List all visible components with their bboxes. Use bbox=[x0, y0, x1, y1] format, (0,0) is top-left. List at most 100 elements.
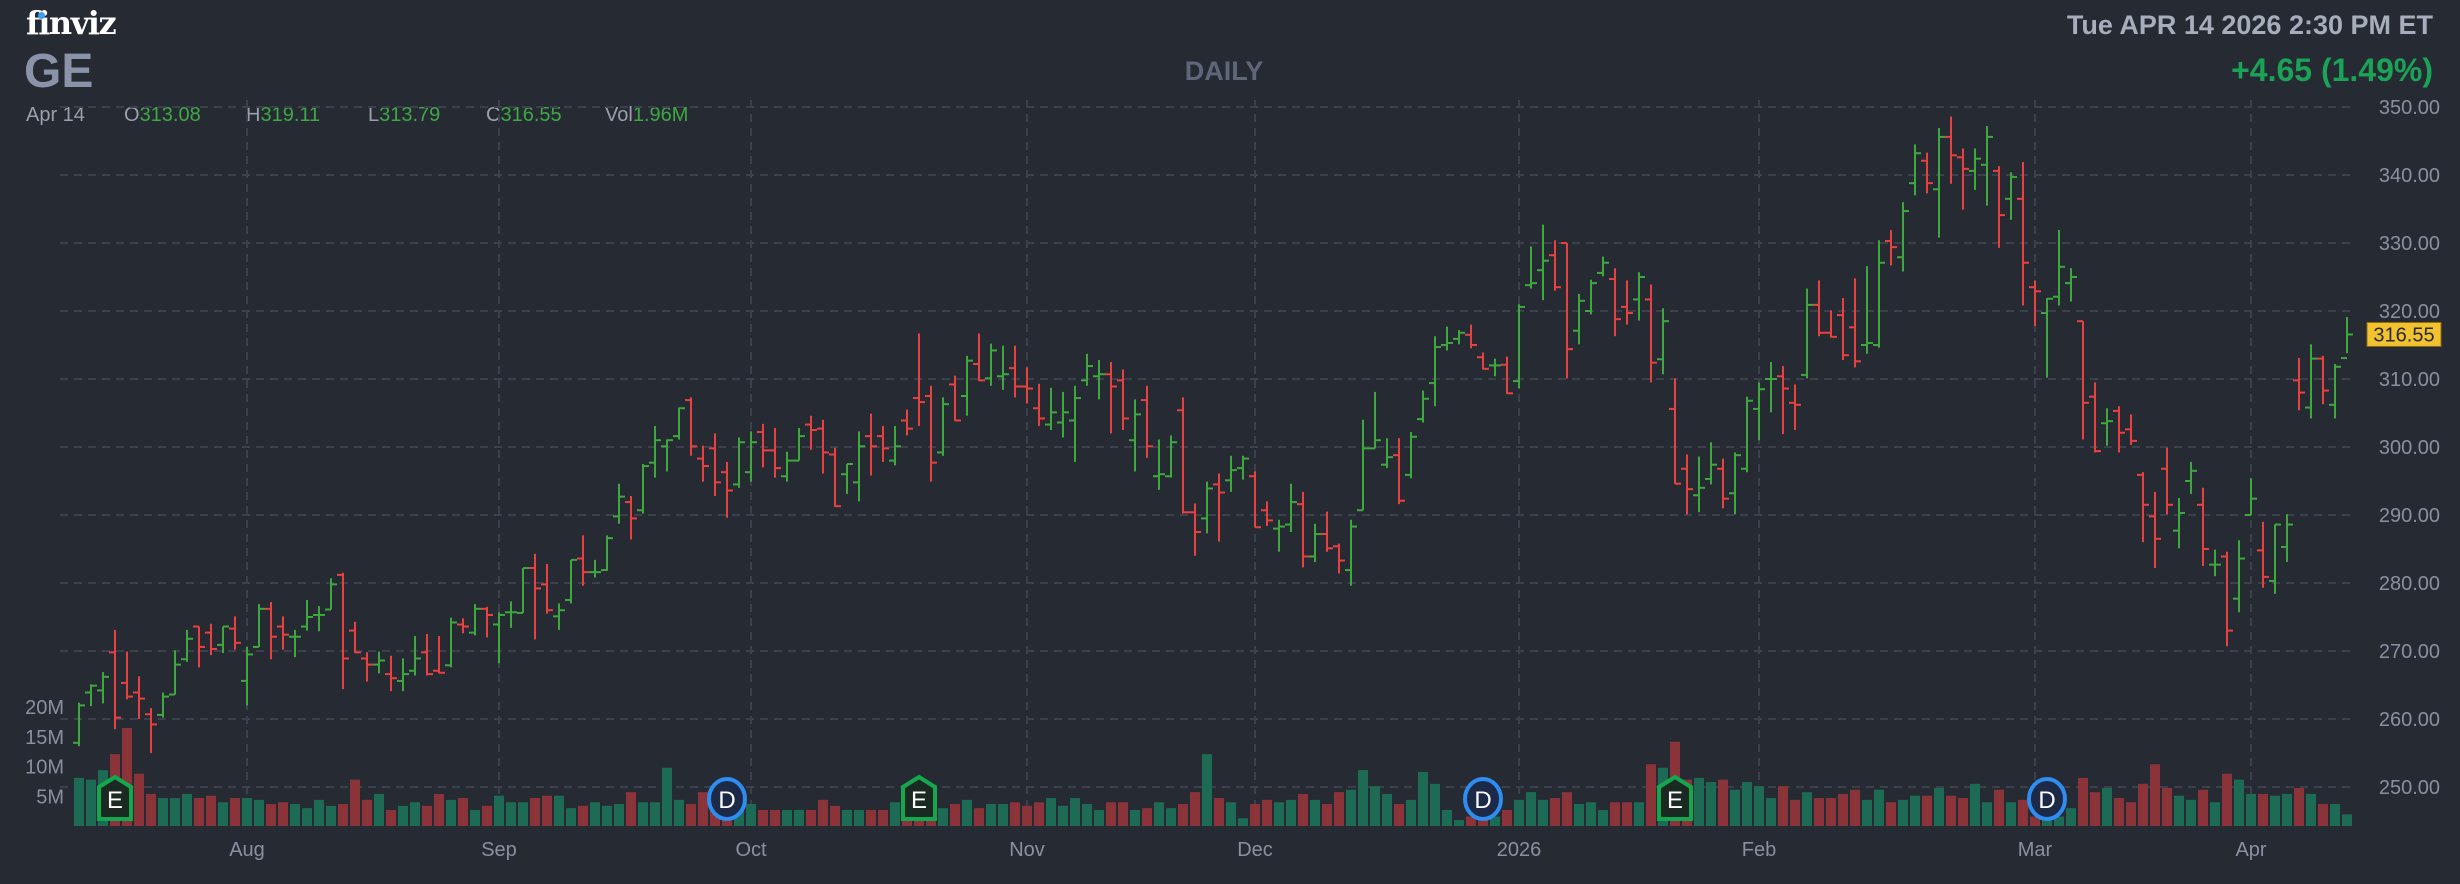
ohlc-bar bbox=[913, 333, 925, 426]
volume-bar bbox=[278, 802, 288, 826]
volume-bar bbox=[2102, 787, 2112, 826]
ohlc-bar bbox=[1501, 356, 1513, 395]
x-tick-label: Sep bbox=[481, 839, 517, 861]
volume-bar bbox=[2318, 804, 2328, 826]
volume-bar bbox=[158, 798, 168, 826]
ohlc-bar bbox=[1765, 362, 1777, 413]
price-tick-label: 310.00 bbox=[2379, 369, 2440, 391]
earnings-icon bbox=[97, 774, 133, 821]
ohlc-bar bbox=[2245, 478, 2257, 516]
ohlc-bar bbox=[853, 431, 865, 502]
volume-bar bbox=[2222, 773, 2232, 826]
ohlc-bar bbox=[289, 629, 301, 658]
volume-bar bbox=[1646, 764, 1656, 826]
ohlc-bar bbox=[577, 535, 589, 586]
volume-bar bbox=[2054, 816, 2064, 826]
ohlc-bar bbox=[1861, 266, 1873, 354]
open-value: 313.08 bbox=[139, 104, 201, 126]
volume-tick-label: 10M bbox=[25, 757, 64, 779]
logo-dot-icon bbox=[38, 12, 45, 19]
open-label: O bbox=[124, 104, 140, 126]
volume-bar bbox=[1034, 802, 1044, 826]
dividend-badge[interactable]: D bbox=[2027, 777, 2067, 821]
ohlc-bar bbox=[1729, 452, 1741, 515]
volume-bar bbox=[1430, 783, 1440, 826]
ohlc-bar bbox=[1309, 523, 1321, 562]
ohlc-bar bbox=[829, 447, 841, 508]
dividend-badge[interactable]: D bbox=[707, 777, 747, 821]
volume-bar bbox=[86, 779, 96, 826]
ohlc-bar bbox=[433, 636, 445, 674]
ohlc-bar bbox=[673, 407, 685, 440]
ohlc-bar bbox=[1477, 352, 1489, 370]
volume-bar bbox=[734, 809, 744, 826]
ohlc-bar bbox=[565, 558, 577, 604]
ohlc-bar bbox=[2101, 408, 2113, 446]
ohlc-bar bbox=[925, 385, 937, 482]
earnings-badge[interactable]: E bbox=[1657, 774, 1693, 821]
ohlc-bar bbox=[193, 625, 205, 668]
volume-bar bbox=[878, 809, 888, 826]
ohlc-bar bbox=[1369, 391, 1381, 450]
ohlc-bar bbox=[1153, 439, 1165, 490]
ohlc-bar bbox=[409, 636, 421, 676]
volume-bar bbox=[1910, 795, 1920, 826]
price-tick-label: 290.00 bbox=[2379, 505, 2440, 527]
volume-bar bbox=[1550, 798, 1560, 826]
ohlc-bar bbox=[493, 612, 505, 664]
volume-bar bbox=[1466, 816, 1476, 826]
volume-bar bbox=[134, 773, 144, 826]
volume-bar bbox=[1166, 808, 1176, 826]
volume-bar bbox=[458, 798, 468, 826]
volume-bar bbox=[518, 802, 528, 826]
ohlc-bar bbox=[1057, 391, 1069, 438]
ohlc-bar bbox=[2281, 514, 2293, 562]
x-tick-label: Mar bbox=[2018, 839, 2053, 861]
finviz-logo[interactable]: finviz bbox=[26, 4, 117, 42]
volume-bar bbox=[794, 809, 804, 826]
price-tick-label: 260.00 bbox=[2379, 709, 2440, 731]
dividend-badge[interactable]: D bbox=[1463, 777, 1503, 821]
ohlc-bar bbox=[217, 625, 229, 654]
ohlc-bar bbox=[529, 553, 541, 640]
volume-bar bbox=[1742, 782, 1752, 826]
volume-bar bbox=[1190, 792, 1200, 826]
ohlc-bar bbox=[817, 419, 829, 474]
ohlc-bar bbox=[1753, 382, 1765, 441]
ohlc-bar bbox=[481, 606, 493, 638]
volume-bar bbox=[1538, 799, 1548, 826]
ohlc-bar bbox=[1093, 359, 1105, 400]
volume-bar bbox=[566, 808, 576, 826]
ohlc-bar bbox=[1129, 399, 1141, 472]
ohlc-bar bbox=[721, 461, 733, 518]
ohlc-bar bbox=[361, 652, 373, 682]
volume-bar bbox=[302, 808, 312, 826]
ohlc-bar bbox=[961, 355, 973, 416]
ohlc-bar bbox=[1357, 419, 1369, 512]
earnings-badge[interactable]: E bbox=[901, 774, 937, 821]
price-tick-label: 280.00 bbox=[2379, 573, 2440, 595]
earnings-badge[interactable]: E bbox=[97, 774, 133, 821]
ohlc-bar bbox=[2197, 487, 2209, 566]
ohlc-bar bbox=[1921, 152, 1933, 194]
volume-bar bbox=[1706, 782, 1716, 826]
ohlc-bar bbox=[781, 451, 793, 482]
volume-tick-label: 15M bbox=[25, 727, 64, 749]
volume-bar bbox=[1406, 799, 1416, 826]
volume-bar bbox=[2234, 779, 2244, 826]
ohlc-bar bbox=[1117, 369, 1129, 430]
price-change: +4.65 (1.49%) bbox=[2231, 52, 2433, 88]
volume-bar bbox=[854, 809, 864, 826]
volume-bar bbox=[1514, 799, 1524, 826]
ohlc-bar bbox=[2005, 172, 2017, 220]
ohlc-bar bbox=[2161, 447, 2173, 515]
volume-bar bbox=[1058, 805, 1068, 826]
badge-label: D bbox=[718, 787, 735, 814]
price-tick-label: 350.00 bbox=[2379, 97, 2440, 119]
badge-label: E bbox=[911, 787, 927, 814]
ohlc-bar bbox=[2125, 414, 2137, 445]
ohlc-bar bbox=[1261, 501, 1273, 526]
x-tick-label: Dec bbox=[1237, 839, 1273, 861]
ohlc-bar bbox=[421, 634, 433, 676]
